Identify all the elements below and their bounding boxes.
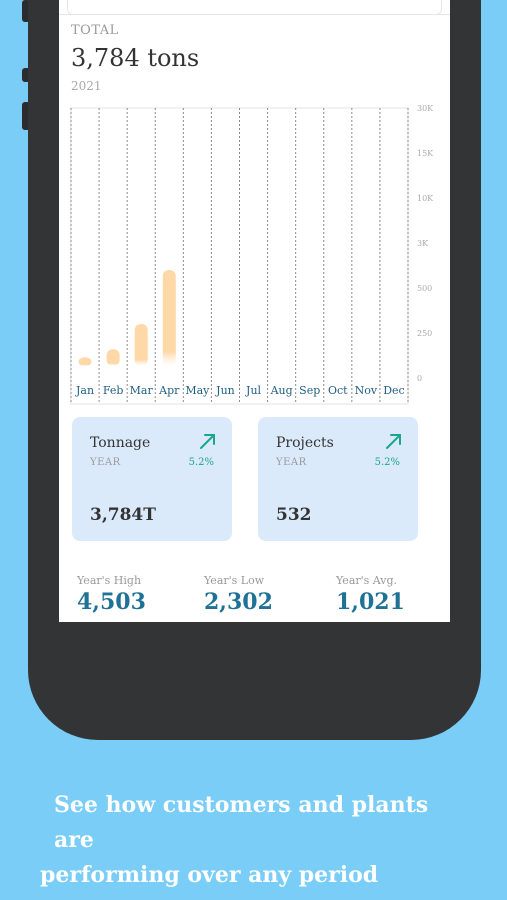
app-screen: TOTAL 3,784 tons 2021 Jan Feb Mar Apr May Jun…	[59, 0, 450, 622]
stat-year-low: Year's Low 2,302	[204, 574, 273, 615]
card-value: 3,784T	[90, 505, 156, 525]
phone-side-button	[22, 102, 30, 130]
x-tick-label: Apr	[158, 384, 180, 397]
y-tick-label: 10K	[417, 194, 434, 203]
stat-value: 2,302	[204, 589, 273, 615]
x-tick-label: Oct	[328, 384, 348, 397]
y-tick-label: 15K	[417, 149, 434, 158]
caption-line-2: performing over any period	[40, 862, 379, 888]
caption-line-1: See how customers and plants are	[54, 792, 429, 853]
y-tick-label: 30K	[417, 104, 434, 113]
arrow-up-right-icon	[200, 434, 215, 449]
chart-bar-feb	[106, 349, 120, 366]
stat-label: Year's Low	[204, 574, 265, 587]
phone-side-button	[22, 0, 30, 22]
x-tick-label: Aug	[270, 384, 293, 397]
x-tick-label: Nov	[355, 384, 378, 397]
x-tick-label: Feb	[103, 384, 124, 397]
card-value: 532	[276, 505, 312, 525]
stat-year-high: Year's High 4,503	[77, 574, 146, 615]
top-panel-edge	[59, 0, 450, 15]
card-percent: 5.2%	[188, 457, 214, 468]
marketing-caption: See how customers and plants are perform…	[40, 788, 460, 893]
x-tick-label: Sep	[299, 384, 320, 397]
tonnage-card[interactable]: Tonnage YEAR 5.2% 3,784T	[72, 417, 232, 541]
stat-value: 1,021	[336, 589, 405, 615]
projects-card[interactable]: Projects YEAR 5.2% 532	[258, 417, 418, 541]
x-tick-label: Mar	[130, 384, 154, 397]
card-subtitle: YEAR	[276, 457, 307, 468]
card-subtitle: YEAR	[90, 457, 121, 468]
x-tick-label: Jan	[75, 384, 94, 397]
chart-bar-jan	[78, 357, 92, 366]
arrow-up-right-icon	[386, 434, 401, 449]
x-tick-label: Jul	[245, 384, 261, 397]
chart-bar-apr	[162, 270, 176, 366]
x-tick-label: May	[185, 384, 210, 397]
x-tick-label: Dec	[383, 384, 405, 397]
phone-side-button	[22, 68, 30, 82]
total-value: 3,784 tons	[71, 44, 200, 72]
card-title: Tonnage	[90, 435, 151, 451]
card-percent: 5.2%	[374, 457, 400, 468]
y-tick-label: 0	[417, 374, 422, 383]
card-title: Projects	[276, 435, 334, 451]
year-label: 2021	[71, 79, 102, 93]
y-tick-label: 500	[417, 284, 432, 293]
y-tick-label: 3K	[417, 239, 429, 248]
tonnage-bar-chart: Jan Feb Mar Apr May Jun Jul Aug Sep Oct Nov Dec 0 250…	[70, 104, 434, 405]
stat-label: Year's Avg.	[336, 574, 398, 587]
x-tick-label: Jun	[215, 384, 235, 397]
chart-bar-mar	[134, 324, 148, 366]
stat-year-avg: Year's Avg. 1,021	[336, 574, 405, 615]
stat-label: Year's High	[77, 574, 142, 587]
stat-value: 4,503	[77, 589, 146, 615]
total-label: TOTAL	[71, 23, 119, 38]
y-tick-label: 250	[417, 329, 432, 338]
